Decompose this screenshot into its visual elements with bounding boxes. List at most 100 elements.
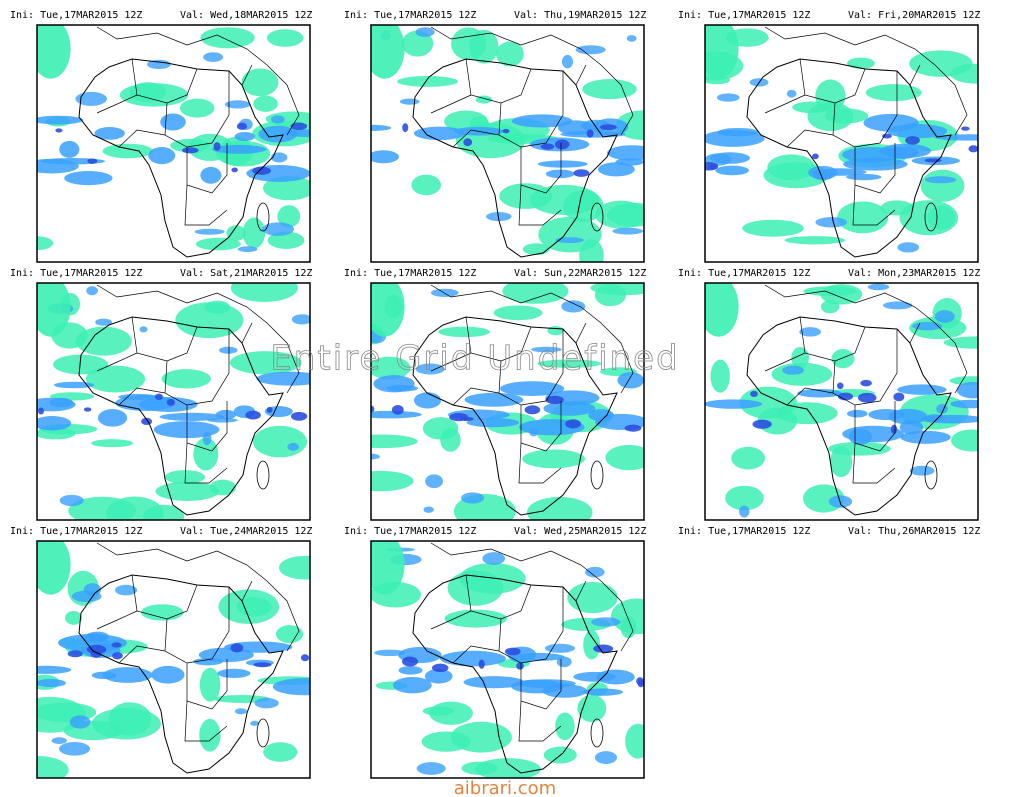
valid-time: Val: Thu,26MAR2015 12Z bbox=[848, 526, 980, 537]
precip-cell bbox=[540, 143, 555, 150]
precip-cell bbox=[416, 762, 446, 775]
precip-cell bbox=[87, 158, 98, 164]
precip-cell bbox=[275, 625, 304, 644]
precip-cell bbox=[596, 669, 635, 685]
precip-cell bbox=[934, 310, 955, 323]
precip-cell bbox=[880, 143, 931, 159]
precip-cell bbox=[705, 161, 719, 171]
precip-cell bbox=[256, 371, 310, 386]
precip-cell bbox=[59, 494, 84, 507]
precip-cell bbox=[482, 552, 506, 565]
precip-cell bbox=[253, 662, 272, 668]
precip-cell bbox=[594, 751, 618, 765]
precip-field bbox=[371, 541, 644, 778]
precip-cell bbox=[398, 666, 423, 675]
precip-cell bbox=[75, 326, 132, 356]
precip-cell bbox=[705, 283, 739, 337]
precip-cell bbox=[565, 419, 582, 429]
precip-cell bbox=[836, 382, 844, 390]
precip-cell bbox=[543, 401, 596, 416]
precip-cell bbox=[230, 643, 244, 653]
precip-cell bbox=[164, 470, 206, 485]
precip-cell bbox=[610, 598, 644, 635]
precip-cell bbox=[837, 201, 889, 234]
precip-cell bbox=[425, 474, 443, 489]
precip-cell bbox=[37, 236, 54, 251]
precip-cell bbox=[771, 362, 833, 386]
precip-cell bbox=[258, 125, 298, 143]
precip-cell bbox=[857, 392, 877, 403]
precip-cell bbox=[585, 566, 605, 578]
precip-cell bbox=[968, 145, 978, 153]
precip-cell bbox=[266, 406, 273, 413]
precip-cell bbox=[504, 647, 521, 656]
precip-cell bbox=[37, 665, 72, 674]
precip-cell bbox=[867, 157, 887, 162]
precip-cell bbox=[956, 381, 978, 399]
precip-cell bbox=[423, 506, 434, 513]
precip-cell bbox=[414, 126, 466, 141]
precip-cell bbox=[599, 124, 617, 131]
precip-cell bbox=[55, 128, 63, 133]
init-time: Ini: Tue,17MAR2015 12Z bbox=[344, 268, 476, 279]
precip-cell bbox=[148, 147, 176, 165]
precip-cell bbox=[371, 283, 405, 337]
precip-cell bbox=[950, 399, 978, 409]
precip-cell bbox=[65, 610, 83, 625]
precip-cell bbox=[204, 300, 231, 314]
precip-cell bbox=[188, 133, 233, 161]
valid-time: Val: Sun,22MAR2015 12Z bbox=[514, 268, 646, 279]
precip-cell bbox=[829, 446, 853, 478]
init-time: Ini: Tue,17MAR2015 12Z bbox=[678, 10, 810, 21]
precip-cell bbox=[290, 411, 308, 421]
precip-cell bbox=[226, 225, 246, 241]
precip-cell bbox=[161, 369, 211, 389]
precip-cell bbox=[399, 98, 420, 105]
precip-cell bbox=[495, 41, 524, 67]
precip-cell bbox=[392, 676, 432, 694]
map-panel bbox=[36, 540, 311, 779]
precip-field bbox=[371, 283, 644, 520]
precip-cell bbox=[464, 392, 524, 407]
precip-cell bbox=[582, 688, 623, 696]
precip-cell bbox=[71, 590, 102, 603]
precip-cell bbox=[577, 694, 607, 722]
precip-cell bbox=[880, 200, 914, 216]
precip-cell bbox=[415, 363, 445, 375]
precip-cell bbox=[934, 134, 978, 141]
precip-cell bbox=[573, 169, 590, 177]
precip-cell bbox=[115, 395, 176, 411]
precip-cell bbox=[561, 54, 573, 69]
precip-cell bbox=[792, 101, 831, 114]
map-frame bbox=[36, 282, 311, 521]
map-panel bbox=[36, 282, 311, 521]
precip-cell bbox=[556, 656, 572, 668]
precip-cell bbox=[159, 412, 225, 421]
precip-cell bbox=[555, 712, 575, 741]
precip-cell bbox=[37, 541, 71, 595]
precip-cell bbox=[897, 242, 920, 253]
precip-cell bbox=[236, 122, 248, 130]
precip-cell bbox=[179, 98, 215, 118]
precip-cell bbox=[868, 409, 905, 421]
precip-cell bbox=[625, 723, 644, 759]
precip-cell bbox=[199, 667, 221, 702]
precip-cell bbox=[531, 346, 562, 353]
precip-cell bbox=[799, 327, 822, 337]
precip-cell bbox=[213, 142, 221, 151]
precip-cell bbox=[155, 481, 220, 502]
precip-cell bbox=[542, 684, 588, 698]
precip-cell bbox=[102, 667, 153, 683]
precip-cell bbox=[37, 397, 76, 412]
precip-cell bbox=[114, 584, 138, 596]
precip-cell bbox=[522, 449, 585, 469]
precip-cell bbox=[597, 162, 635, 177]
precip-cell bbox=[545, 395, 564, 405]
precip-cell bbox=[786, 89, 797, 98]
init-time: Ini: Tue,17MAR2015 12Z bbox=[678, 268, 810, 279]
precip-cell bbox=[905, 136, 920, 145]
precip-cell bbox=[438, 326, 490, 338]
precip-cell bbox=[493, 305, 543, 321]
precip-cell bbox=[831, 349, 855, 369]
init-time: Ini: Tue,17MAR2015 12Z bbox=[10, 268, 142, 279]
